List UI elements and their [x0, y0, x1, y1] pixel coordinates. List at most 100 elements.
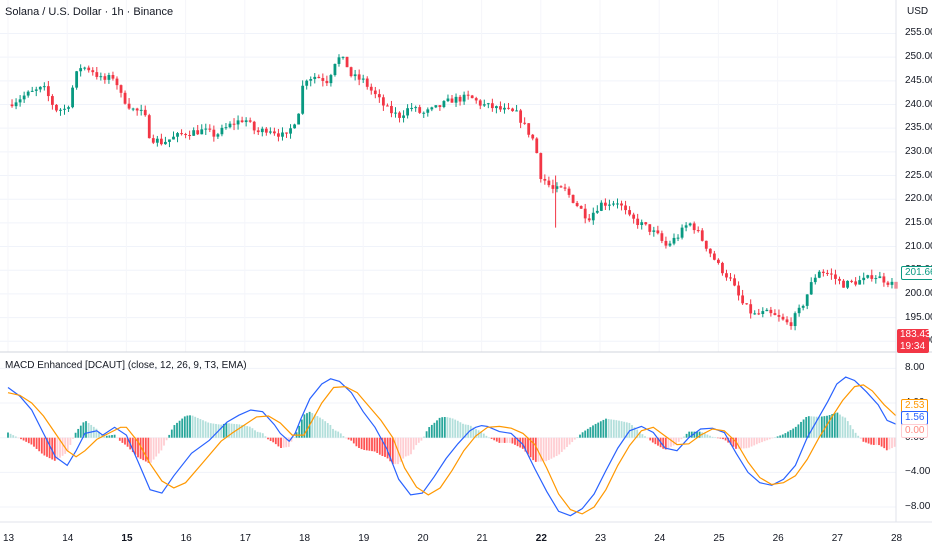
histogram-bar: [532, 437, 535, 461]
candle-body: [515, 110, 518, 112]
histogram-bar: [215, 423, 217, 438]
candle-body: [579, 206, 583, 209]
histogram-bar: [425, 431, 428, 438]
candle-body: [603, 202, 607, 206]
candle-body: [406, 108, 409, 116]
candle-body: [854, 281, 858, 285]
histogram-bar: [241, 424, 243, 438]
time-tick-label: 17: [239, 533, 251, 544]
candle-body: [886, 282, 890, 285]
histogram-bar: [443, 417, 446, 438]
histogram-bar: [688, 431, 691, 438]
histogram-bar: [233, 423, 236, 438]
histogram-bar: [332, 428, 334, 438]
candle-body: [890, 281, 894, 285]
histogram-bar: [243, 425, 246, 438]
histogram-bar: [33, 437, 35, 447]
histogram-bar: [449, 417, 451, 438]
histogram-bar: [222, 423, 225, 438]
histogram-bar: [160, 437, 163, 451]
candle-body: [256, 130, 260, 133]
histogram-bar: [571, 437, 574, 443]
candle-body: [692, 223, 696, 231]
histogram-bar: [859, 437, 862, 439]
histogram-bar: [566, 437, 568, 447]
histogram-bar: [74, 432, 77, 438]
histogram-bar: [389, 437, 392, 462]
histogram-bar: [142, 437, 145, 461]
candle-body: [809, 282, 813, 295]
histogram-bar: [597, 422, 600, 438]
candle-body: [813, 277, 817, 283]
histogram-bar: [836, 412, 839, 438]
histogram-bar: [92, 426, 95, 438]
candle-body: [660, 233, 664, 241]
histogram-bar: [800, 421, 802, 438]
candle-body: [725, 273, 728, 278]
histogram-bar: [540, 437, 542, 462]
candle-body: [208, 128, 212, 130]
macd-indicator-title[interactable]: MACD Enhanced [DCAUT] (close, 12, 26, 9,…: [5, 360, 247, 371]
histogram-bar: [888, 437, 891, 450]
candle-body: [192, 130, 196, 136]
candle-body: [571, 194, 575, 203]
candle-body: [353, 74, 357, 77]
candle-body: [632, 214, 636, 219]
histogram-bar: [735, 437, 737, 449]
histogram-bar: [813, 416, 815, 438]
histogram-bar: [417, 437, 420, 443]
histogram-bar: [599, 421, 602, 438]
histogram-bar: [282, 437, 285, 448]
histogram-bar: [625, 422, 628, 438]
candle-body: [180, 133, 183, 135]
candle-body: [700, 230, 704, 241]
histogram-bar: [555, 437, 558, 457]
candle-body: [834, 274, 837, 279]
histogram-bar: [867, 437, 870, 444]
histogram-bar: [737, 437, 740, 449]
histogram-bar: [404, 437, 407, 457]
price-tick-label: 220.00: [905, 193, 932, 205]
histogram-bar: [118, 437, 121, 441]
histogram-bar: [207, 422, 210, 438]
price-candles: [10, 54, 898, 331]
price-tick-label: 195.00: [905, 311, 932, 323]
histogram-bar: [651, 437, 654, 443]
histogram-bar: [254, 430, 256, 438]
candle-body: [321, 78, 325, 81]
histogram-bar: [885, 437, 888, 451]
histogram-bar: [537, 437, 540, 462]
histogram-bar: [30, 437, 33, 445]
candle-body: [805, 294, 809, 306]
histogram-bar: [529, 437, 532, 458]
histogram-bar: [285, 437, 288, 448]
histogram-bar: [703, 433, 706, 438]
histogram-bar: [677, 437, 680, 442]
histogram-bar: [277, 437, 280, 447]
histogram-bar: [290, 437, 293, 442]
time-tick-label: 21: [476, 533, 488, 544]
histogram-bar: [352, 437, 355, 444]
candle-body: [168, 139, 171, 142]
candle-body: [386, 105, 389, 107]
histogram-bar: [794, 426, 797, 438]
candle-body: [418, 107, 422, 113]
histogram-bar: [152, 437, 155, 460]
alert-price-tag[interactable]: 183.43 19:34: [897, 329, 931, 353]
candle-body: [737, 285, 740, 296]
candle-body: [688, 223, 692, 226]
candle-body: [773, 313, 777, 316]
histogram-bar: [321, 419, 324, 438]
candle-body: [442, 101, 446, 108]
histogram-bar: [573, 437, 576, 440]
histogram-bar: [355, 437, 358, 447]
histogram-bar: [334, 430, 337, 438]
histogram-bar: [742, 437, 745, 449]
histogram-bar: [436, 420, 438, 438]
candle-body: [458, 96, 462, 102]
histogram-bar: [709, 435, 711, 438]
candle-body: [640, 222, 644, 226]
histogram-bar: [758, 437, 761, 444]
histogram-bar: [607, 419, 610, 438]
candle-body: [741, 295, 745, 304]
